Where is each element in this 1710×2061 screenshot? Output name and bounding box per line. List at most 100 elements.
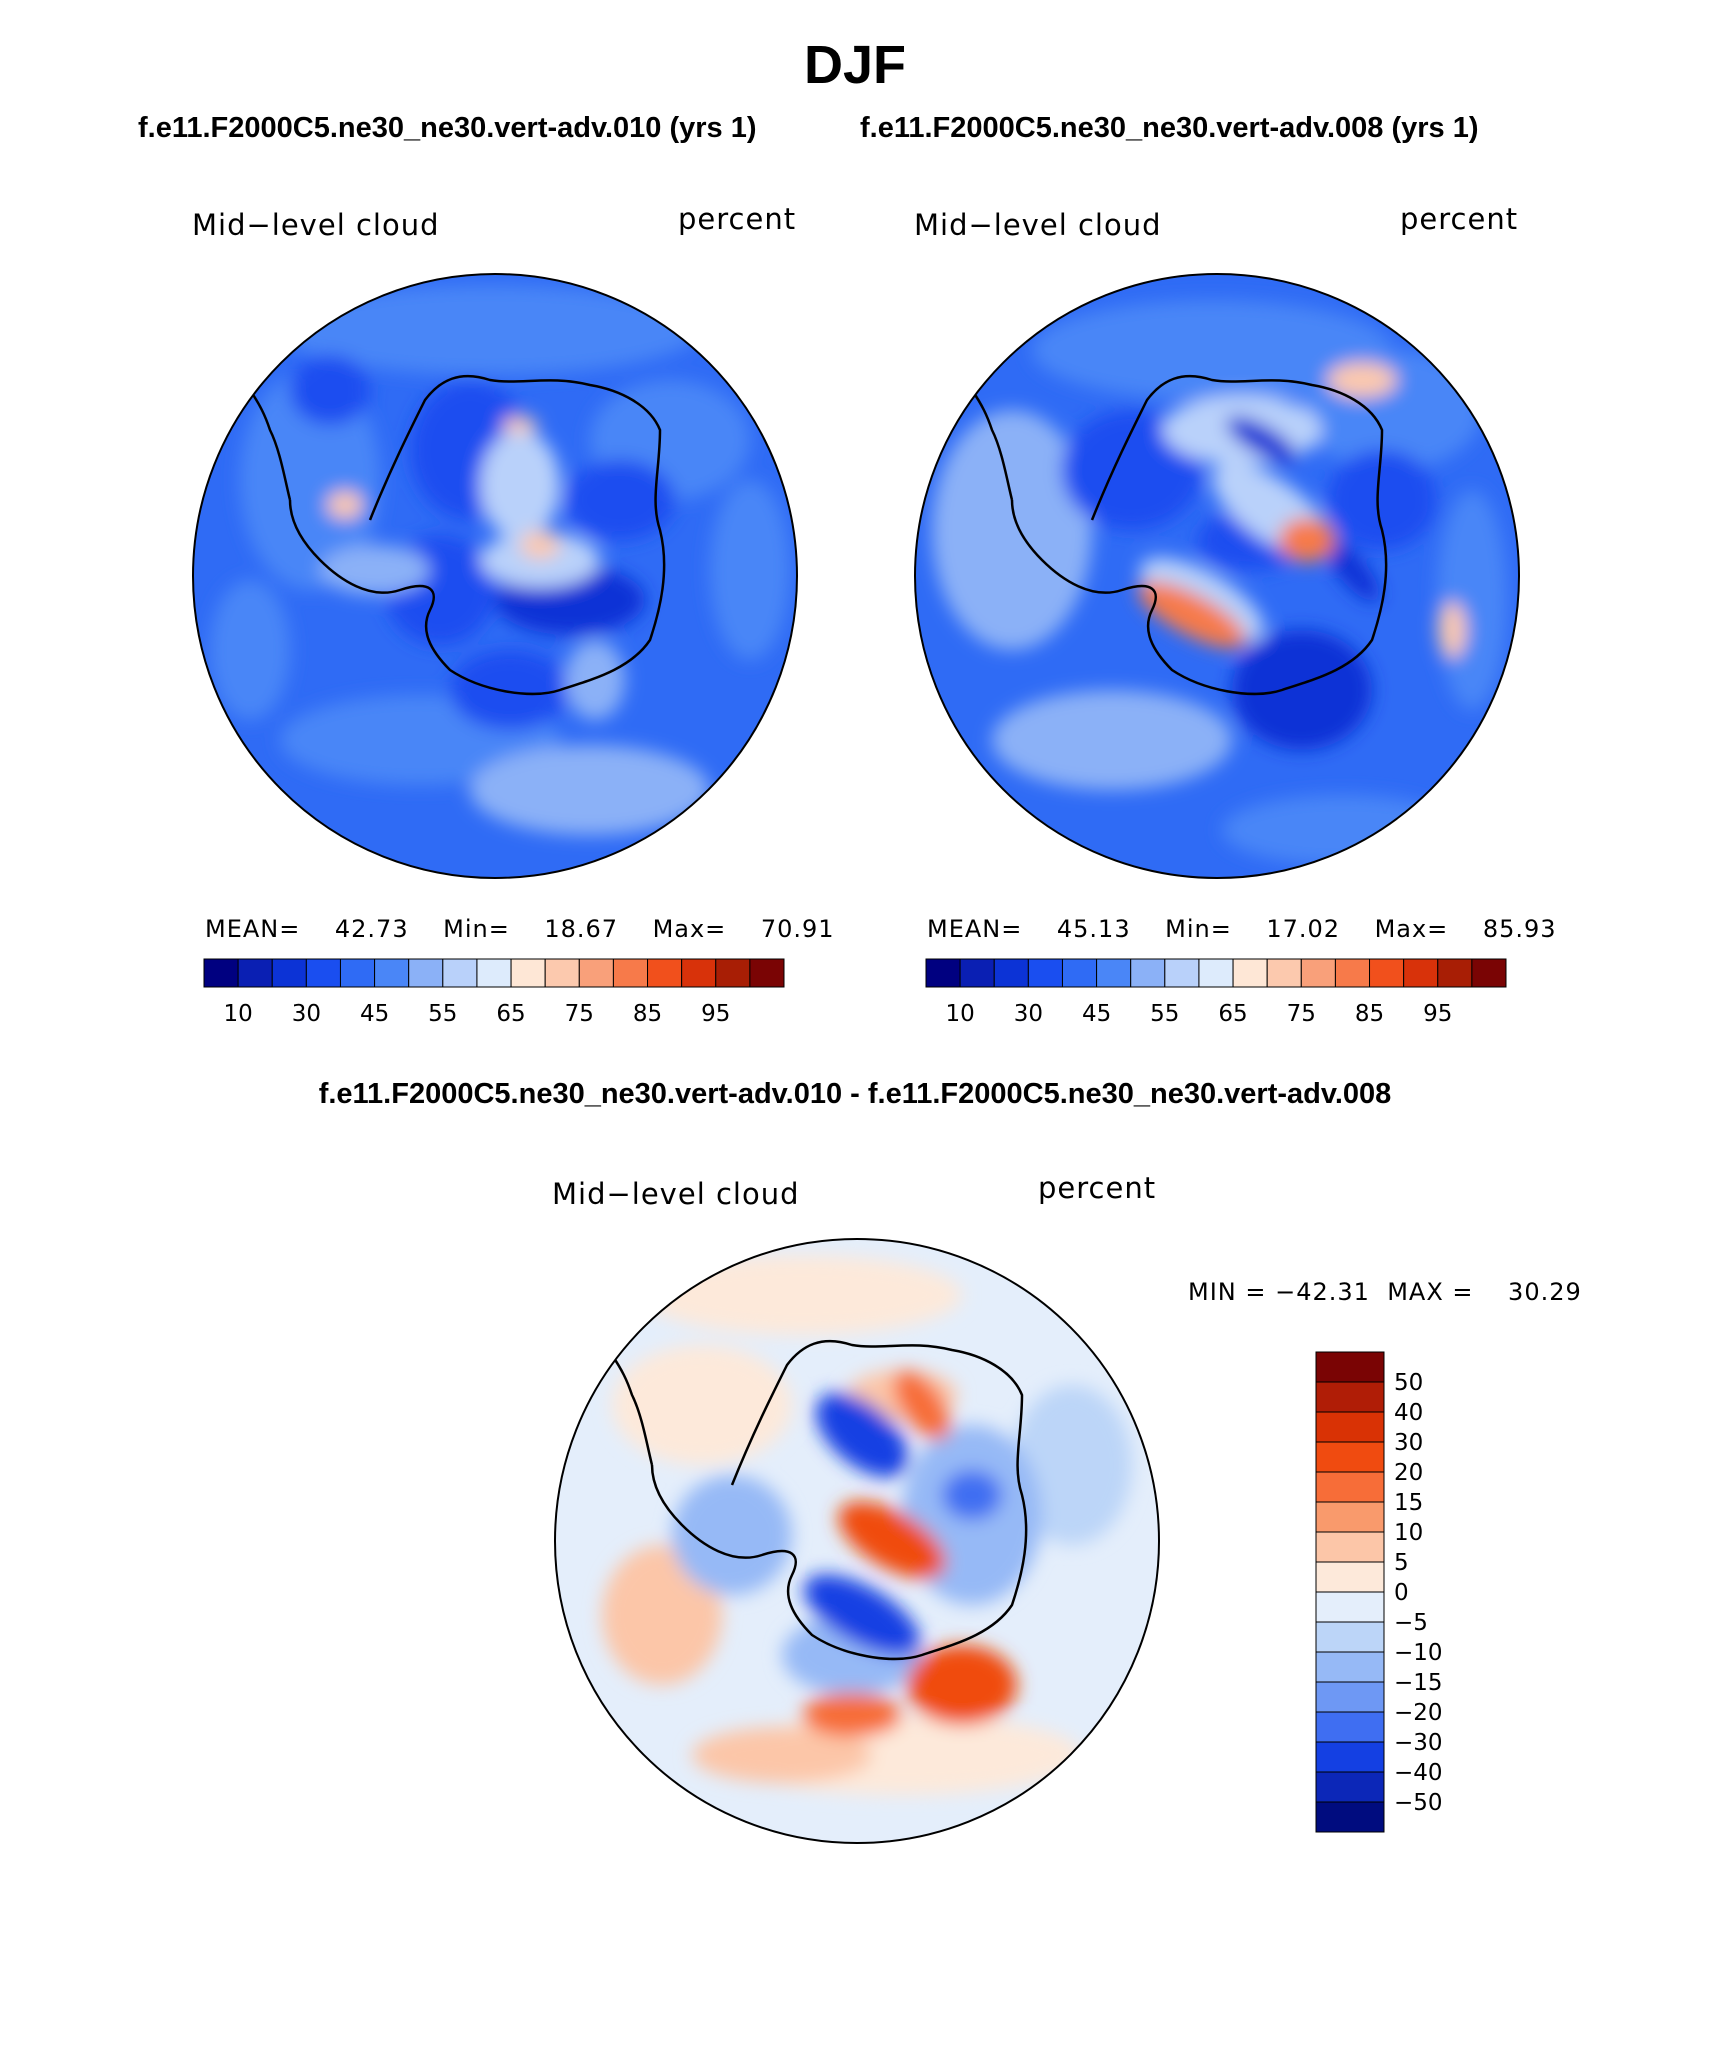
panel3-difference-field xyxy=(602,1255,1132,1795)
panel3-colorbar-box xyxy=(1315,1351,1385,1383)
panel2-colorbar-box xyxy=(1061,958,1098,988)
panel3-max-value: 30.29 xyxy=(1508,1278,1582,1306)
panel2-colorbar-box xyxy=(993,958,1029,988)
panel2-colorbar-box xyxy=(1164,958,1200,988)
panel3-colorbar-box xyxy=(1315,1531,1385,1563)
panel3-colorbar-tick-label: 50 xyxy=(1394,1370,1423,1396)
panel1-colorbar-box xyxy=(374,958,410,988)
panel2-mean-value: 45.13 xyxy=(1056,915,1131,943)
panel3-colorbar-tick-label: 5 xyxy=(1394,1550,1409,1576)
panel1-colorbar-box xyxy=(442,958,478,988)
panel2-colorbar-box xyxy=(1096,958,1132,988)
panel2-map-border xyxy=(914,273,1520,879)
panel2-colorbar-tick-label: 65 xyxy=(1218,1001,1247,1027)
panel2-colorbar-box xyxy=(1437,958,1473,988)
panel3-max-label: MAX = xyxy=(1387,1278,1474,1306)
panel1-min-label: Min= xyxy=(443,915,510,943)
panel1-peninsula-coastline xyxy=(248,389,292,501)
panel3-colorbar-box xyxy=(1315,1561,1385,1593)
season-title: DJF xyxy=(803,35,906,95)
panel2-colorbar-box xyxy=(1369,958,1405,988)
panel2-colorbar-tick-label: 75 xyxy=(1287,1001,1316,1027)
panel2-colorbar-tick-label: 30 xyxy=(1014,1001,1043,1027)
panel1-colorbar-box xyxy=(408,958,444,988)
panel2-colorbar-box xyxy=(1198,958,1234,988)
panel3-colorbar-tick-label: −40 xyxy=(1394,1760,1443,1786)
panel3-units-label: percent xyxy=(1038,1171,1157,1205)
panel2-colorbar-box xyxy=(1300,958,1336,988)
panel1-colorbar-box xyxy=(339,958,376,988)
panel1-mean-value: 42.73 xyxy=(334,915,409,943)
panel3-colorbar-tick-label: −50 xyxy=(1394,1790,1443,1816)
panel2-colorbar-box xyxy=(1266,958,1302,988)
panel3-colorbar-box xyxy=(1315,1591,1385,1623)
panel3-colorbar-tick-label: 15 xyxy=(1394,1490,1423,1516)
panel2-colorbar-box xyxy=(1027,958,1063,988)
panel1-colorbar-box xyxy=(612,958,649,988)
panel2-colorbar-tick-label: 10 xyxy=(945,1001,974,1027)
panel2-cloud-field xyxy=(932,300,1507,865)
panel3-colorbar-tick-label: −20 xyxy=(1394,1700,1443,1726)
panel2-colorbar-tick-label: 85 xyxy=(1355,1001,1384,1027)
panel1-colorbar-box xyxy=(578,958,614,988)
panel1-colorbar-box xyxy=(510,958,546,988)
panel1-colorbar-box xyxy=(237,958,273,988)
panel2-colorbar-box xyxy=(1403,958,1439,988)
panel3-colorbar-box xyxy=(1315,1771,1385,1803)
panel1-colorbar-box xyxy=(203,958,239,988)
panel3-colorbar-box xyxy=(1315,1501,1385,1533)
panel2-max-value: 85.93 xyxy=(1482,915,1557,943)
panel3-peninsula-coastline xyxy=(610,1354,654,1466)
panel1-colorbar-tick-label: 55 xyxy=(428,1001,457,1027)
case-a-title: f.e11.F2000C5.ne30_ne30.vert-adv.010 (yr… xyxy=(138,112,757,144)
panel3-colorbar-box xyxy=(1315,1741,1385,1773)
panel1-colorbar-tick-label: 45 xyxy=(360,1001,389,1027)
panel2-min-value: 17.02 xyxy=(1266,915,1341,943)
panel3-colorbar-tick-label: 10 xyxy=(1394,1520,1423,1546)
panel2-units-label: percent xyxy=(1400,202,1519,236)
panel1-colorbar-tick-label: 85 xyxy=(633,1001,662,1027)
panel3-colorbar-box xyxy=(1315,1621,1385,1653)
panel1-max-value: 70.91 xyxy=(760,915,835,943)
panel1-colorbar-box xyxy=(271,958,307,988)
panel2-colorbar-box xyxy=(1130,958,1166,988)
panel1-units-label: percent xyxy=(678,202,797,236)
panel3-colorbar-box xyxy=(1315,1381,1385,1413)
panel2-colorbar-tick-label: 45 xyxy=(1082,1001,1111,1027)
panel2-colorbar-box xyxy=(1334,958,1371,988)
panel2-colorbar: 10 30 45 55 65 75 85 95 xyxy=(925,958,1507,1027)
panel3-antarctica-coastline xyxy=(650,1339,1028,1661)
panel3-colorbar-tick-label: −10 xyxy=(1394,1640,1443,1666)
panel1-colorbar-box xyxy=(715,958,751,988)
panel1-colorbar-box xyxy=(749,958,785,988)
panel3-stats: MIN = −42.31 MAX = 30.29 xyxy=(1188,1278,1582,1306)
difference-title: f.e11.F2000C5.ne30_ne30.vert-adv.010 - f… xyxy=(318,1078,1392,1110)
panel2-colorbar-box xyxy=(1232,958,1268,988)
panel2-peninsula-coastline xyxy=(970,389,1014,501)
panel2-colorbar-tick-label: 55 xyxy=(1150,1001,1179,1027)
panel1-colorbar-tick-label: 30 xyxy=(292,1001,321,1027)
panel2-colorbar-tick-label: 95 xyxy=(1423,1001,1452,1027)
panel3-colorbar-tick-label: −5 xyxy=(1394,1610,1428,1636)
panel3-colorbar-tick-label: −30 xyxy=(1394,1730,1443,1756)
panel3-colorbar-tick-label: 40 xyxy=(1394,1400,1423,1426)
panel2-variable-label: Mid−level cloud xyxy=(914,208,1162,242)
panel3-colorbar-box xyxy=(1315,1711,1385,1743)
panel3-colorbar-tick-label: −15 xyxy=(1394,1670,1443,1696)
panel2-mean-label: MEAN= xyxy=(927,915,1023,943)
panel1-colorbar-tick-label: 65 xyxy=(496,1001,525,1027)
panel1-min-value: 18.67 xyxy=(544,915,619,943)
panel1-colorbar-tick-label: 75 xyxy=(565,1001,594,1027)
panel3-colorbar-tick-label: 30 xyxy=(1394,1430,1423,1456)
panel1-colorbar-box xyxy=(476,958,512,988)
panel1-polar-map xyxy=(192,273,798,879)
panel1-max-label: Max= xyxy=(652,915,727,943)
panel2-min-label: Min= xyxy=(1165,915,1232,943)
panel1-map-border xyxy=(192,273,798,879)
panel1-colorbar-box xyxy=(305,958,341,988)
panel3-difference-map xyxy=(554,1238,1160,1844)
panel1-mean-label: MEAN= xyxy=(205,915,301,943)
panel3-min-value: −42.31 xyxy=(1275,1278,1370,1306)
panel3-map-border xyxy=(554,1238,1160,1844)
